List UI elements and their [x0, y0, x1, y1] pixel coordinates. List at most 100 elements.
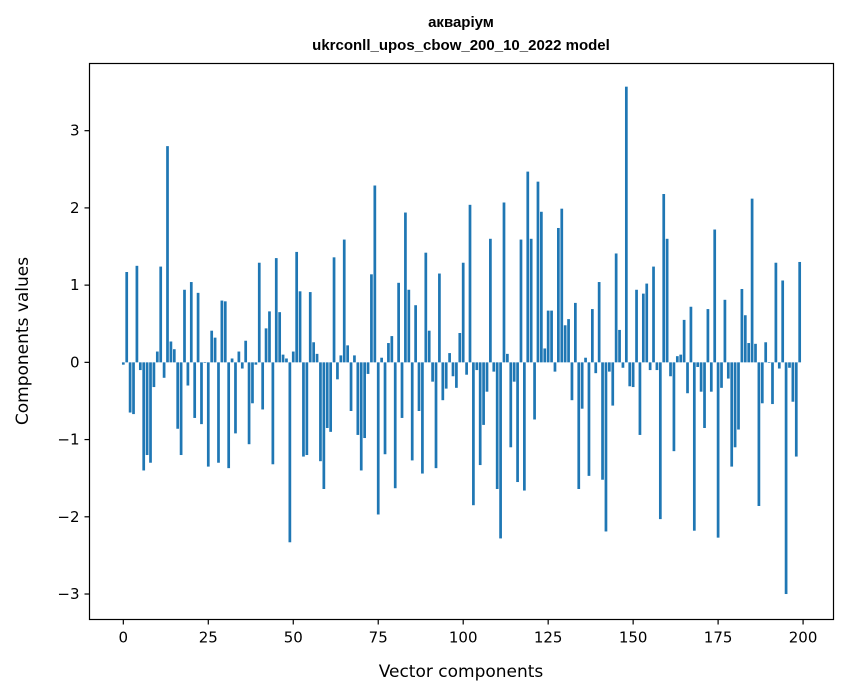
bar-48 — [285, 358, 288, 363]
bar-107 — [485, 362, 489, 392]
bar-118 — [523, 362, 526, 491]
bar-148 — [624, 86, 628, 363]
bar-188 — [760, 362, 764, 404]
bar-75 — [376, 362, 380, 515]
bar-161 — [669, 362, 672, 377]
bar-16 — [176, 362, 180, 429]
bar-147 — [621, 362, 625, 368]
bar-12 — [162, 362, 166, 378]
bar-115 — [512, 362, 516, 382]
bar-81 — [397, 282, 400, 363]
bar-175 — [716, 362, 720, 538]
bar-56 — [312, 342, 316, 363]
bar-59 — [322, 362, 326, 489]
y-tick-label: 2 — [70, 199, 80, 217]
bar-136 — [584, 357, 587, 363]
bar-100 — [461, 262, 465, 363]
bar-95 — [444, 362, 448, 389]
bar-102 — [468, 204, 472, 363]
bar-82 — [400, 362, 404, 418]
y-tick-label: −2 — [57, 508, 79, 526]
bar-119 — [526, 171, 530, 363]
bar-18 — [183, 289, 186, 363]
x-tick-label: 150 — [619, 629, 648, 647]
bar-98 — [455, 362, 458, 388]
bar-160 — [665, 238, 669, 363]
bar-55 — [308, 292, 312, 363]
bar-22 — [196, 292, 200, 363]
bar-172 — [706, 309, 710, 363]
bar-176 — [720, 362, 723, 388]
bar-195 — [784, 362, 788, 595]
bar-116 — [516, 362, 519, 483]
bar-196 — [788, 362, 791, 368]
bar-97 — [451, 362, 455, 377]
bar-197 — [791, 362, 795, 402]
bar-149 — [628, 362, 632, 387]
bar-124 — [543, 348, 547, 363]
bar-135 — [580, 362, 584, 409]
bar-94 — [441, 362, 445, 401]
bar-198 — [794, 362, 798, 457]
bar-104 — [475, 362, 479, 371]
bar-125 — [546, 310, 550, 363]
bar-49 — [288, 362, 292, 543]
bar-26 — [210, 330, 214, 363]
bar-126 — [550, 310, 553, 363]
bar-54 — [305, 362, 309, 456]
bar-101 — [465, 362, 468, 375]
bar-113 — [506, 353, 509, 363]
bar-142 — [604, 362, 608, 532]
bar-166 — [686, 362, 689, 394]
y-tick-label: 0 — [70, 353, 80, 371]
bar-154 — [645, 283, 649, 363]
bar-79 — [390, 336, 394, 363]
bar-91 — [431, 362, 434, 382]
y-tick-label: −1 — [57, 431, 79, 449]
bar-187 — [757, 362, 761, 506]
bar-183 — [743, 315, 747, 363]
bar-105 — [478, 362, 482, 466]
bar-159 — [662, 194, 666, 363]
bar-64 — [339, 355, 343, 363]
bar-152 — [638, 362, 642, 435]
bar-141 — [601, 362, 604, 480]
bar-14 — [169, 341, 173, 363]
bar-153 — [641, 293, 645, 363]
x-tick-label: 175 — [704, 629, 733, 647]
bar-177 — [723, 299, 727, 363]
bar-139 — [594, 362, 598, 374]
bar-186 — [754, 343, 757, 363]
bar-42 — [264, 328, 268, 363]
bar-123 — [540, 211, 543, 363]
bar-43 — [268, 311, 271, 363]
bar-185 — [750, 198, 754, 363]
bar-33 — [234, 362, 237, 434]
bar-182 — [740, 288, 744, 363]
bar-50 — [291, 351, 295, 363]
bar-20 — [189, 282, 193, 363]
bar-114 — [509, 362, 513, 448]
bar-138 — [590, 309, 594, 363]
bar-192 — [774, 262, 778, 363]
bar-44 — [271, 362, 275, 465]
bar-146 — [618, 329, 621, 363]
x-axis-label: Vector components — [379, 662, 544, 682]
x-axis-ticks: 0 25 50 75 100 125 150 175 200 — [119, 619, 817, 647]
bar-164 — [679, 354, 683, 363]
bar-88 — [421, 362, 424, 474]
bar-4 — [135, 265, 139, 363]
bar-78 — [387, 343, 390, 363]
bar-117 — [519, 239, 523, 363]
bar-170 — [699, 362, 703, 392]
bar-83 — [404, 212, 407, 363]
bar-2 — [128, 362, 132, 413]
bar-173 — [709, 362, 713, 392]
bar-60 — [325, 362, 329, 428]
bar-1 — [125, 272, 129, 363]
bar-110 — [495, 362, 499, 489]
y-tick-label: −3 — [57, 585, 79, 603]
bar-41 — [261, 362, 265, 410]
bar-120 — [529, 238, 533, 363]
bar-127 — [553, 362, 557, 372]
